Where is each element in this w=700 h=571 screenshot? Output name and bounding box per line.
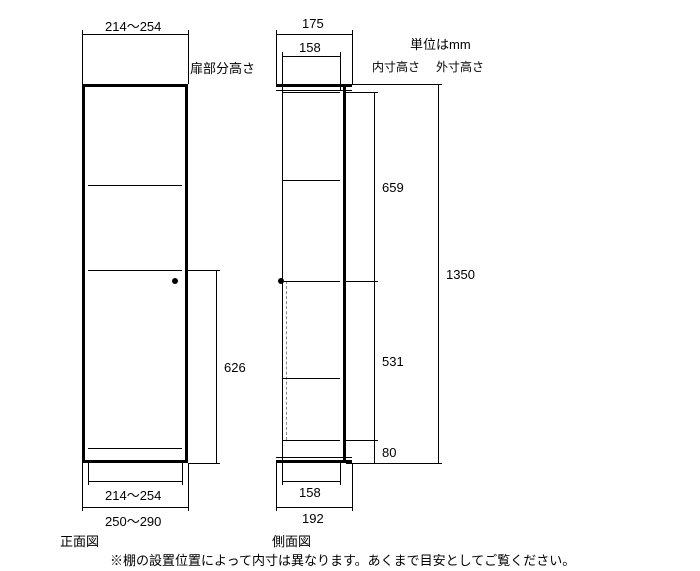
side-inside-lower: 531 (382, 354, 404, 369)
label-side-view: 側面図 (272, 531, 311, 550)
side-inside-plinth: 80 (382, 445, 396, 460)
side-inside-upper: 659 (382, 180, 404, 195)
front-bottom (82, 460, 188, 463)
label-outside-height: 外寸高さ (436, 58, 484, 75)
door-knob (172, 278, 178, 284)
front-bottom-outer-width: 250～290 (105, 511, 161, 530)
front-left-wall (82, 84, 85, 463)
side-front-line (282, 90, 283, 463)
side-door-knob (278, 278, 284, 284)
side-outside-height: 1350 (446, 267, 475, 282)
front-top-outer-width: 214～254 (105, 16, 161, 35)
note: ※棚の設置位置によって内寸は異なります。あくまで目安としてご覧ください。 (110, 550, 575, 569)
side-bottom-inner-depth: 158 (299, 485, 321, 500)
side-bottom-outer-depth: 192 (302, 511, 324, 526)
label-unit: 単位はmm (410, 34, 471, 53)
side-top-outer-depth: 175 (302, 16, 324, 31)
diagram-canvas: 214～254 214～254 250～290 626 扉部分高さ正面図 175 158 15… (0, 0, 700, 571)
label-front-view: 正面図 (60, 531, 99, 550)
front-door (88, 270, 182, 448)
side-top-inner-depth: 158 (299, 40, 321, 55)
label-inside-height: 内寸高さ (372, 58, 420, 75)
label-door-height: 扉部分高さ (190, 58, 255, 77)
front-right-wall (185, 84, 188, 463)
front-door-height: 626 (224, 360, 246, 375)
front-bottom-inner-width: 214～254 (105, 485, 161, 504)
side-back-wall (343, 87, 346, 463)
front-top-cap (82, 84, 188, 87)
